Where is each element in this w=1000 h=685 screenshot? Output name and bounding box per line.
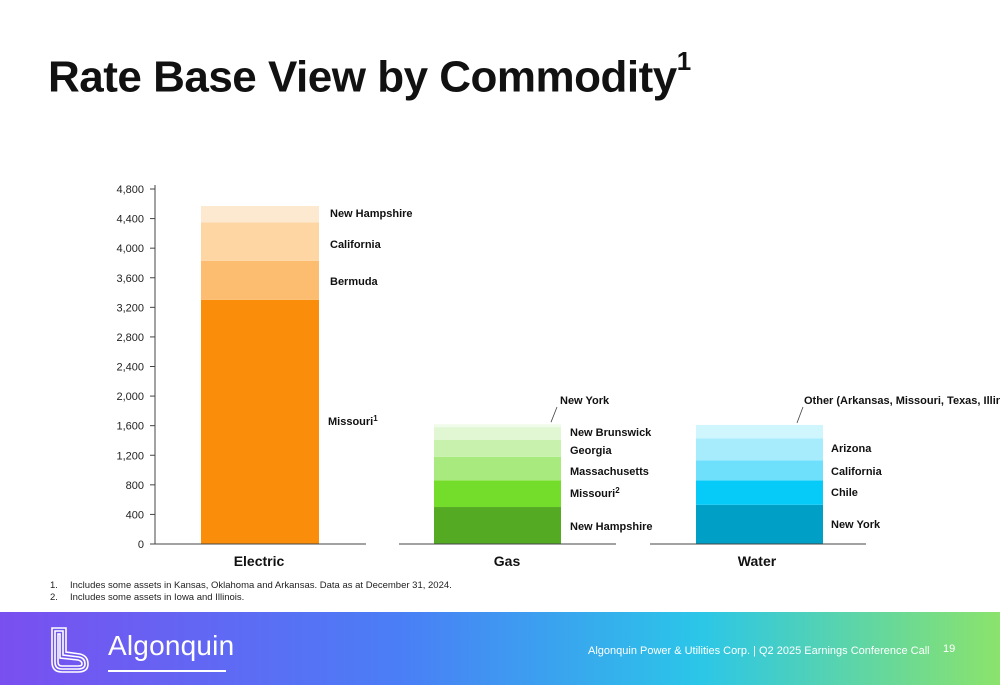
bar-stacks (201, 206, 823, 544)
footnote-text: Includes some assets in Iowa and Illinoi… (70, 592, 245, 603)
segment-label-superscript: 2 (615, 486, 620, 495)
segment-label: Chile (831, 487, 858, 499)
footer-caption: Algonquin Power & Utilities Corp. | Q2 2… (588, 645, 930, 657)
bar-segment (696, 480, 823, 505)
y-tick-label: 400 (126, 509, 144, 521)
page-title-text: Rate Base View by Commodity (48, 52, 677, 102)
segment-label: Missouri1 (328, 414, 378, 428)
rate-base-chart: 0 400 800 1,200 1,600 2,000 2,400 2,800 3,200 3,6… (116, 184, 1000, 569)
bar-segment (434, 439, 561, 457)
segment-label: New Hampshire (570, 521, 653, 533)
y-tick-label: 2,800 (116, 332, 144, 344)
segment-label: Other (Arkansas, Missouri, Texas, Illino… (804, 395, 1000, 407)
bar-segment (434, 424, 561, 428)
bar-segment (696, 424, 823, 439)
x-category-label: Water (738, 553, 777, 569)
y-tick-label: 2,000 (116, 391, 144, 403)
footnote-1: 1. Includes some assets in Kansas, Oklaho… (50, 580, 452, 592)
bar-segment (696, 460, 823, 481)
y-tick-label: 1,600 (116, 421, 144, 433)
bar-segment (434, 480, 561, 508)
segment-label: New York (831, 519, 881, 531)
y-tick-label: 2,400 (116, 362, 144, 374)
footnote-2: 2. Includes some assets in Iowa and Illin… (50, 592, 452, 604)
bar-segment (434, 456, 561, 481)
bar-segment (201, 299, 319, 544)
y-tick-label: 4,800 (116, 184, 144, 196)
bar-segment (696, 438, 823, 461)
y-tick-label: 1,200 (116, 450, 144, 462)
brand-name: Algonquin (108, 630, 235, 661)
segment-label: California (831, 466, 883, 478)
page-title: Rate Base View by Commodity1 (48, 46, 691, 103)
y-tick-label: 0 (138, 539, 144, 551)
y-tick-label: 4,400 (116, 214, 144, 226)
segment-label: Bermuda (330, 276, 379, 288)
segment-label: California (330, 239, 382, 251)
footnotes: 1. Includes some assets in Kansas, Oklaho… (50, 580, 452, 604)
algonquin-logo-icon (51, 627, 89, 673)
footnote-number: 1. (50, 580, 58, 591)
leader-line (550, 406, 558, 423)
segment-label: New Brunswick (570, 427, 652, 439)
x-category-label: Electric (234, 553, 285, 569)
y-tick-label: 800 (126, 480, 144, 492)
y-tick-label: 3,600 (116, 273, 144, 285)
segment-label: New Hampshire (330, 208, 413, 220)
page-number: 19 (943, 643, 956, 655)
bar-segment (201, 222, 319, 261)
footnote-number: 2. (50, 592, 58, 603)
y-tick-label: 3,200 (116, 302, 144, 314)
x-axis: Electric Gas Water (155, 543, 866, 569)
brand-underline (108, 670, 226, 672)
bar-segment (201, 260, 319, 300)
segment-label: New York (560, 395, 610, 407)
segment-label: Massachusetts (570, 466, 649, 478)
y-tick-label: 4,000 (116, 243, 144, 255)
x-category-label: Gas (494, 553, 521, 569)
bar-segment (434, 427, 561, 440)
footer-banner: Algonquin Algonquin Power & Utilities Co… (0, 612, 1000, 685)
segment-label: Arizona (831, 443, 872, 455)
bar-segment (696, 504, 823, 544)
leader-line (796, 406, 804, 424)
title-footnote-marker: 1 (676, 46, 691, 76)
segment-labels: Missouri1 Bermuda California New Hampshire N… (328, 208, 1000, 533)
segment-label: Missouri2 (570, 486, 620, 500)
segment-label-superscript: 1 (373, 414, 378, 423)
bar-segment (434, 507, 561, 544)
segment-label: Georgia (570, 445, 612, 457)
bar-segment (201, 206, 319, 223)
y-axis: 0 400 800 1,200 1,600 2,000 2,400 2,800 3,200 3,6… (116, 184, 156, 551)
footnote-text: Includes some assets in Kansas, Oklahoma… (70, 580, 452, 591)
